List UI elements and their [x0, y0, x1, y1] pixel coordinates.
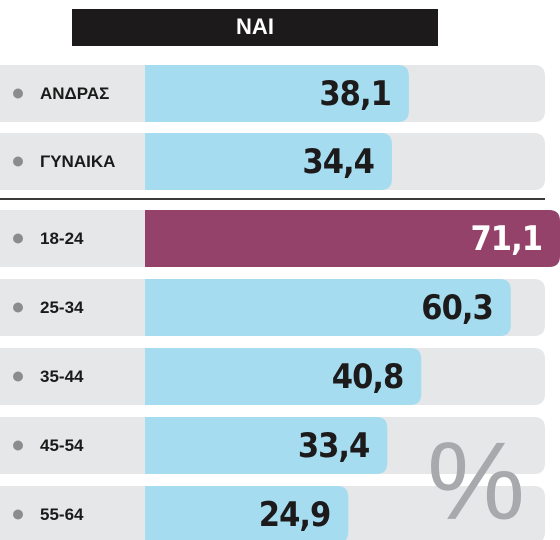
category-label: 55-64: [40, 505, 84, 524]
percent-annotation: %: [427, 420, 525, 540]
value-label: 40,8: [332, 357, 403, 397]
value-label: 24,9: [259, 495, 330, 535]
category-label: ΑΝΔΡΑΣ: [40, 84, 109, 103]
value-label: 71,1: [471, 219, 542, 259]
bullet: [13, 88, 23, 99]
bullet: [13, 156, 23, 167]
chart-title: ΝΑΙ: [236, 14, 274, 39]
bar: [145, 210, 560, 267]
bullet: [13, 233, 23, 244]
bullet: [13, 371, 23, 382]
bar: [145, 65, 409, 122]
title-box: [72, 9, 438, 46]
value-label: 33,4: [298, 426, 369, 466]
value-label: 34,4: [302, 142, 373, 182]
bullet: [13, 509, 23, 520]
bullet: [13, 302, 23, 313]
bar: [145, 133, 392, 190]
value-label: 60,3: [421, 288, 492, 328]
category-label: 18-24: [40, 229, 84, 248]
category-label: 25-34: [40, 298, 84, 317]
bar: [145, 279, 511, 336]
category-label: 45-54: [40, 436, 84, 455]
category-label: 35-44: [40, 367, 84, 386]
bar: [145, 417, 388, 474]
value-label: 38,1: [319, 74, 390, 114]
bullet: [13, 440, 23, 451]
category-label: ΓΥΝΑΙΚΑ: [40, 152, 115, 171]
bar: [145, 348, 422, 405]
bar: [145, 486, 349, 540]
